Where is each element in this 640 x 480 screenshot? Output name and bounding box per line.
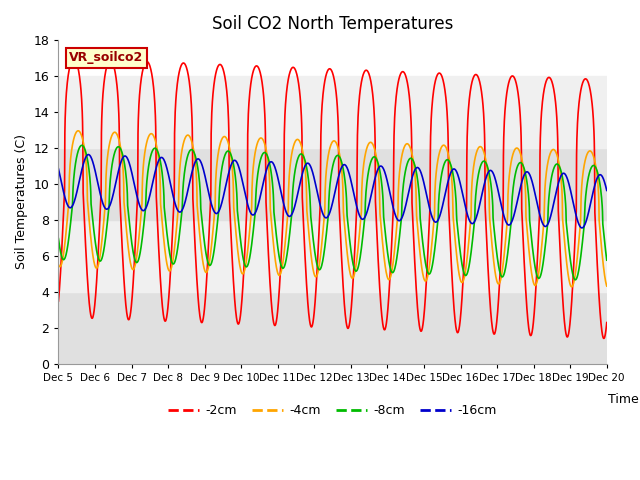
-4cm bbox=[278, 262, 286, 268]
Line: -4cm: -4cm bbox=[58, 131, 607, 287]
-2cm bbox=[429, 92, 437, 98]
Line: -16cm: -16cm bbox=[58, 155, 607, 228]
-16cm bbox=[260, 177, 268, 183]
-16cm bbox=[172, 203, 180, 209]
Legend: -2cm, -4cm, -8cm, -16cm: -2cm, -4cm, -8cm, -16cm bbox=[163, 399, 502, 422]
-2cm bbox=[282, 106, 289, 112]
-2cm bbox=[260, 96, 268, 102]
-16cm bbox=[282, 206, 289, 212]
-2cm bbox=[172, 98, 180, 104]
-8cm bbox=[86, 179, 94, 184]
-8cm bbox=[603, 257, 611, 263]
-4cm bbox=[74, 128, 82, 133]
X-axis label: Time: Time bbox=[608, 393, 639, 406]
-2cm bbox=[278, 227, 286, 233]
-8cm bbox=[78, 143, 86, 148]
-16cm bbox=[278, 196, 286, 202]
-16cm bbox=[54, 166, 62, 172]
-8cm bbox=[282, 261, 289, 267]
-8cm bbox=[429, 259, 437, 264]
-8cm bbox=[54, 236, 62, 241]
-4cm bbox=[260, 139, 268, 144]
Line: -8cm: -8cm bbox=[58, 145, 607, 280]
-4cm bbox=[172, 233, 180, 239]
-4cm bbox=[54, 262, 62, 267]
-4cm bbox=[603, 283, 611, 289]
-2cm bbox=[54, 298, 62, 304]
-16cm bbox=[603, 188, 611, 193]
-4cm bbox=[429, 228, 437, 234]
-2cm bbox=[70, 56, 77, 61]
Bar bbox=[58, 220, 607, 292]
Bar bbox=[58, 76, 607, 148]
-16cm bbox=[429, 216, 437, 222]
Line: -2cm: -2cm bbox=[58, 59, 607, 338]
-8cm bbox=[572, 277, 579, 283]
-8cm bbox=[278, 265, 286, 271]
-16cm bbox=[84, 152, 92, 157]
Title: Soil CO2 North Temperatures: Soil CO2 North Temperatures bbox=[212, 15, 453, 33]
Bar bbox=[58, 292, 607, 364]
-2cm bbox=[603, 320, 611, 325]
-16cm bbox=[86, 153, 94, 159]
-8cm bbox=[172, 256, 180, 262]
-4cm bbox=[86, 228, 94, 234]
-4cm bbox=[282, 240, 289, 245]
Bar bbox=[58, 148, 607, 220]
-2cm bbox=[600, 336, 607, 341]
-16cm bbox=[578, 225, 586, 231]
-8cm bbox=[260, 150, 268, 156]
-2cm bbox=[86, 308, 94, 314]
Text: VR_soilco2: VR_soilco2 bbox=[69, 51, 143, 64]
Y-axis label: Soil Temperatures (C): Soil Temperatures (C) bbox=[15, 134, 28, 269]
-4cm bbox=[568, 284, 575, 290]
